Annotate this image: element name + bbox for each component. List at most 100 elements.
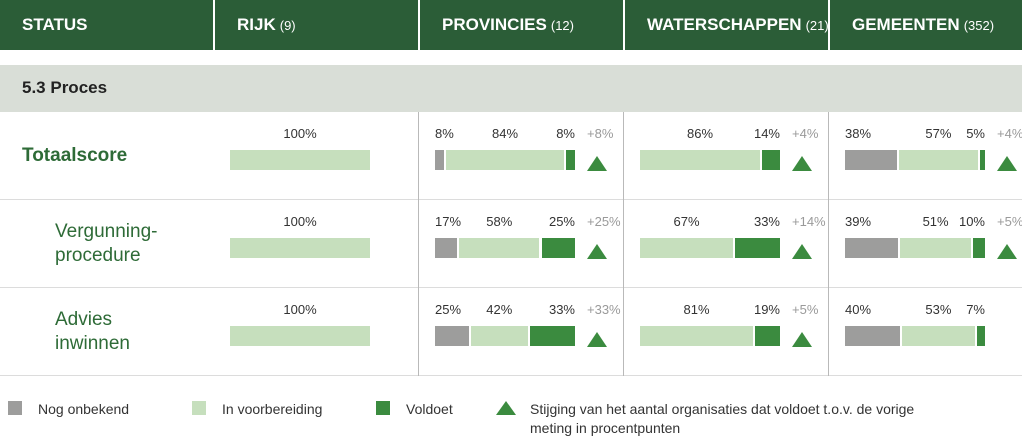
bar-segment xyxy=(845,326,900,346)
column-separator xyxy=(623,112,624,200)
bar-segment xyxy=(565,150,575,170)
bar-segment xyxy=(640,326,754,346)
value-label: 39% xyxy=(845,214,872,229)
value-label: 57% xyxy=(925,126,952,141)
legend-label: Stijging van het aantal organisaties dat… xyxy=(530,400,914,438)
bar-segment xyxy=(230,326,370,346)
value-label: 33% xyxy=(753,214,780,229)
header-cell: RIJK (9) xyxy=(237,15,296,35)
bar-segment xyxy=(898,150,978,170)
increase-label: +4% xyxy=(997,126,1022,141)
value-label: 84% xyxy=(491,126,519,141)
bar-segment xyxy=(435,326,469,346)
bar-segment xyxy=(845,238,899,258)
bar-segment xyxy=(762,150,780,170)
bar-segment xyxy=(979,150,985,170)
legend-label: In voorbereiding xyxy=(222,400,322,419)
header-separator xyxy=(828,0,830,50)
value-label: 86% xyxy=(687,126,714,141)
bar-segment xyxy=(435,150,445,170)
bar-segment xyxy=(640,238,734,258)
value-label: 38% xyxy=(845,126,872,141)
row-label-line: Totaalscore xyxy=(22,145,128,166)
header-name: RIJK xyxy=(237,15,276,34)
value-label: 58% xyxy=(486,214,513,229)
header-separator xyxy=(623,0,625,50)
bar-segment xyxy=(977,326,985,346)
header-separator xyxy=(213,0,215,50)
header-bar xyxy=(0,0,1022,50)
header-count: (21) xyxy=(805,18,829,33)
header-name: PROVINCIES xyxy=(442,15,547,34)
value-label: 100% xyxy=(283,214,317,229)
legend-label-line: Stijging van het aantal organisaties dat… xyxy=(530,401,915,417)
column-separator xyxy=(623,200,624,288)
value-label: 81% xyxy=(683,302,710,317)
row-label-line: inwinnen xyxy=(55,333,130,354)
row-label: Advies inwinnen xyxy=(55,308,130,356)
increase-triangle xyxy=(997,156,1017,171)
column-separator xyxy=(418,112,419,200)
value-label: 51% xyxy=(922,214,949,229)
header-name: STATUS xyxy=(22,15,88,34)
row-label-line: Vergunning- xyxy=(55,221,158,242)
value-label: 17% xyxy=(435,214,462,229)
bar-segment xyxy=(845,150,897,170)
value-label: 100% xyxy=(283,302,317,317)
header-cell: GEMEENTEN (352) xyxy=(852,15,994,35)
header-cell: STATUS xyxy=(22,15,87,35)
bar-segment xyxy=(530,326,575,346)
legend-swatch xyxy=(376,401,390,415)
bar-segment xyxy=(230,238,370,258)
value-label: 33% xyxy=(548,302,575,317)
legend-triangle xyxy=(496,401,516,415)
increase-triangle xyxy=(587,332,607,347)
increase-triangle xyxy=(587,156,607,171)
legend-label: Voldoet xyxy=(406,400,453,419)
column-separator xyxy=(418,288,419,376)
increase-triangle xyxy=(587,244,607,259)
value-label: 100% xyxy=(283,126,317,141)
header-count: (352) xyxy=(963,18,995,33)
value-label: 42% xyxy=(486,302,513,317)
increase-label: +8% xyxy=(587,126,614,141)
value-label: 10% xyxy=(958,214,985,229)
value-label: 5% xyxy=(966,126,985,141)
section-title: 5.3 Proces xyxy=(22,78,108,97)
row-separator xyxy=(0,375,1022,376)
increase-triangle xyxy=(792,156,812,171)
bar-segment xyxy=(446,150,564,170)
column-separator xyxy=(828,288,829,376)
row-separator xyxy=(0,199,1022,200)
value-label: 19% xyxy=(753,302,780,317)
header-cell: PROVINCIES (12) xyxy=(442,15,574,35)
header-separator xyxy=(418,0,420,50)
column-separator xyxy=(828,112,829,200)
row-label: Vergunning-procedure xyxy=(55,220,157,268)
increase-label: +33% xyxy=(587,302,621,317)
row-label: Totaalscore xyxy=(22,144,127,168)
legend-label-line: Voldoet xyxy=(406,401,453,417)
header-cell: WATERSCHAPPEN (21) xyxy=(647,15,829,35)
legend-label: Nog onbekend xyxy=(38,400,129,419)
header-name: WATERSCHAPPEN xyxy=(647,15,802,34)
bar-segment xyxy=(755,326,780,346)
legend-label-line: meting in procentpunten xyxy=(530,420,681,436)
increase-label: +4% xyxy=(792,126,819,141)
increase-label: +5% xyxy=(792,302,819,317)
bar-segment xyxy=(972,238,985,258)
increase-label: +25% xyxy=(587,214,621,229)
increase-triangle xyxy=(997,244,1017,259)
increase-triangle xyxy=(792,332,812,347)
bar-segment xyxy=(735,238,780,258)
header-count: (9) xyxy=(279,18,296,33)
bar-segment xyxy=(230,150,370,170)
increase-label: +5% xyxy=(997,214,1022,229)
value-label: 67% xyxy=(673,214,700,229)
value-label: 8% xyxy=(435,126,454,141)
legend-label-line: In voorbereiding xyxy=(222,401,323,417)
row-label-line: procedure xyxy=(55,245,141,266)
bar-segment xyxy=(459,238,540,258)
increase-triangle xyxy=(792,244,812,259)
